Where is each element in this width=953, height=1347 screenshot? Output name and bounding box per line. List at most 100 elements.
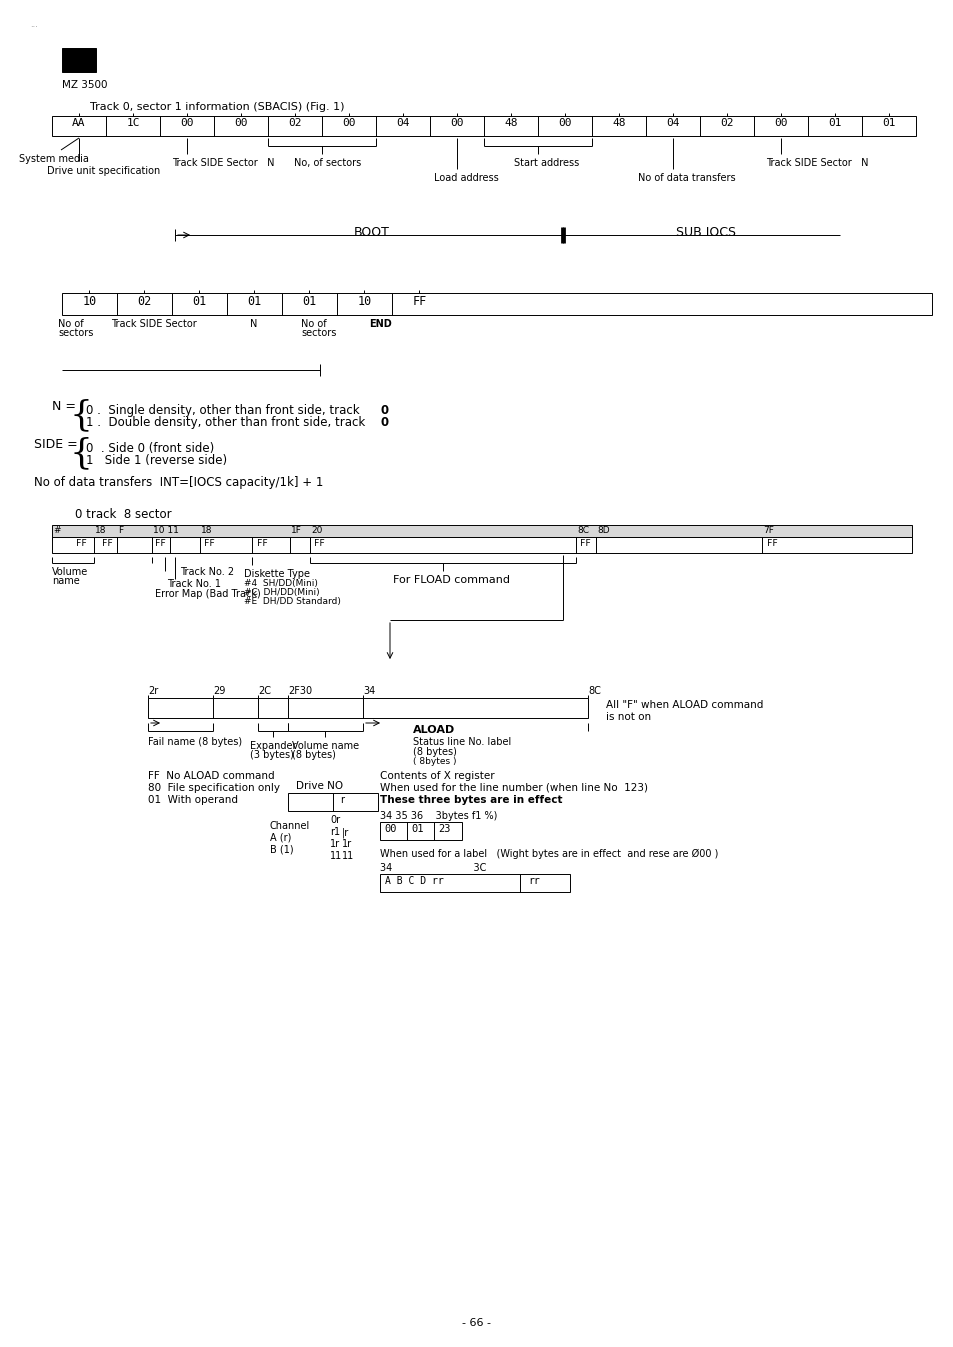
Text: 2C: 2C <box>257 686 271 696</box>
Text: 00: 00 <box>384 824 396 834</box>
Text: 1F: 1F <box>291 525 301 535</box>
Text: No of data transfers  INT=[IOCS capacity/1k] + 1: No of data transfers INT=[IOCS capacity/… <box>34 475 323 489</box>
Text: (3 bytes): (3 bytes) <box>250 750 294 760</box>
Text: Drive unit specification: Drive unit specification <box>47 166 160 176</box>
Text: 34: 34 <box>363 686 375 696</box>
Text: FF  No ALOAD command: FF No ALOAD command <box>148 770 274 781</box>
Text: |r: |r <box>341 827 349 838</box>
Text: 04: 04 <box>395 119 410 128</box>
Text: 00: 00 <box>342 119 355 128</box>
Text: Drive NO: Drive NO <box>295 781 343 791</box>
Text: No of: No of <box>301 319 327 329</box>
Text: For FLOAD command: For FLOAD command <box>393 575 510 585</box>
Text: 29: 29 <box>213 686 225 696</box>
Text: Track 0, sector 1 information (SBACIS) (Fig. 1): Track 0, sector 1 information (SBACIS) (… <box>90 102 344 112</box>
Text: Volume: Volume <box>52 567 89 577</box>
Text: F: F <box>118 525 123 535</box>
Text: 1r: 1r <box>330 839 340 849</box>
Text: 8C: 8C <box>587 686 600 696</box>
Text: 1 .  Double density, other than front side, track: 1 . Double density, other than front sid… <box>86 416 369 428</box>
Text: FF: FF <box>154 539 165 548</box>
Text: Expander: Expander <box>250 741 296 752</box>
Text: Status line No. label: Status line No. label <box>413 737 511 748</box>
Text: 1C: 1C <box>126 119 139 128</box>
Text: FF: FF <box>256 539 267 548</box>
Text: 00: 00 <box>558 119 571 128</box>
Text: 2r: 2r <box>148 686 158 696</box>
Text: Track SIDE Sector   N: Track SIDE Sector N <box>172 158 274 168</box>
Text: #E  DH/DD Standard): #E DH/DD Standard) <box>244 597 340 606</box>
Text: 10: 10 <box>82 295 96 308</box>
Text: Start address: Start address <box>514 158 578 168</box>
Text: is not on: is not on <box>605 713 651 722</box>
Text: System media: System media <box>19 154 89 164</box>
Text: FF: FF <box>75 539 87 548</box>
Text: N =: N = <box>52 400 76 414</box>
Text: 0r: 0r <box>330 815 340 824</box>
Text: ( 8bytes ): ( 8bytes ) <box>413 757 456 766</box>
Text: 8C: 8C <box>577 525 588 535</box>
Text: 1r: 1r <box>341 839 352 849</box>
Text: 02: 02 <box>288 119 301 128</box>
Text: 10 11: 10 11 <box>152 525 178 535</box>
Text: These three bytes are in effect: These three bytes are in effect <box>379 795 562 806</box>
Text: When used for the line number (when line No  123): When used for the line number (when line… <box>379 783 647 793</box>
Bar <box>288 793 377 811</box>
Text: - 66 -: - 66 - <box>462 1317 491 1328</box>
Bar <box>379 822 461 841</box>
Text: 18: 18 <box>201 525 213 535</box>
Text: 00: 00 <box>234 119 248 128</box>
Text: Channel: Channel <box>270 822 310 831</box>
Bar <box>148 698 587 718</box>
Text: sectors: sectors <box>58 329 93 338</box>
Text: SUB IOCS: SUB IOCS <box>676 226 736 238</box>
Text: 00: 00 <box>180 119 193 128</box>
Text: 01: 01 <box>302 295 316 308</box>
Text: 10: 10 <box>357 295 372 308</box>
Text: sectors: sectors <box>301 329 336 338</box>
Text: FF: FF <box>102 539 112 548</box>
Text: 00: 00 <box>450 119 463 128</box>
Text: No of data transfers: No of data transfers <box>638 172 735 183</box>
Text: 2F30: 2F30 <box>288 686 312 696</box>
Text: FF: FF <box>314 539 324 548</box>
Bar <box>52 525 911 537</box>
Text: 34 35 36    3bytes f1 %): 34 35 36 3bytes f1 %) <box>379 811 497 822</box>
Text: 02: 02 <box>720 119 733 128</box>
Text: 7F: 7F <box>762 525 773 535</box>
Text: BOOT: BOOT <box>354 226 390 238</box>
Text: ALOAD: ALOAD <box>413 725 455 735</box>
Text: Contents of X register: Contents of X register <box>379 770 494 781</box>
Text: N: N <box>251 319 257 329</box>
Text: 0 .  Single density, other than front side, track: 0 . Single density, other than front sid… <box>86 404 363 418</box>
Text: (8 bytes): (8 bytes) <box>292 750 335 760</box>
Text: 8D: 8D <box>597 525 609 535</box>
Text: A B C D rr: A B C D rr <box>385 876 443 886</box>
Text: {: { <box>70 397 92 432</box>
Text: #C  DH/DD(Mini): #C DH/DD(Mini) <box>244 589 319 597</box>
Text: AA: AA <box>72 119 86 128</box>
Text: Error Map (Bad Track): Error Map (Bad Track) <box>154 589 260 599</box>
Text: 11: 11 <box>330 851 342 861</box>
Text: 18: 18 <box>95 525 107 535</box>
Text: Load address: Load address <box>434 172 498 183</box>
Text: 01: 01 <box>193 295 207 308</box>
Text: 48: 48 <box>612 119 625 128</box>
Text: 0  . Side 0 (front side): 0 . Side 0 (front side) <box>86 442 214 455</box>
Text: 01: 01 <box>247 295 261 308</box>
Bar <box>62 294 931 315</box>
Text: r1: r1 <box>330 827 340 836</box>
Text: 34                          3C: 34 3C <box>379 863 486 873</box>
Text: 0: 0 <box>380 416 389 428</box>
Text: When used for a label   (Wight bytes are in effect  and rese are Ø00 ): When used for a label (Wight bytes are i… <box>379 849 718 859</box>
Text: #: # <box>53 525 60 535</box>
Text: rr: rr <box>527 876 539 886</box>
Text: 01: 01 <box>827 119 841 128</box>
Text: B (1): B (1) <box>270 845 294 855</box>
Bar <box>52 537 911 554</box>
Text: 01: 01 <box>882 119 895 128</box>
Text: 0 track  8 sector: 0 track 8 sector <box>75 508 172 521</box>
Text: Diskette Type: Diskette Type <box>244 568 310 579</box>
Text: FF: FF <box>766 539 777 548</box>
Text: 23: 23 <box>437 824 450 834</box>
